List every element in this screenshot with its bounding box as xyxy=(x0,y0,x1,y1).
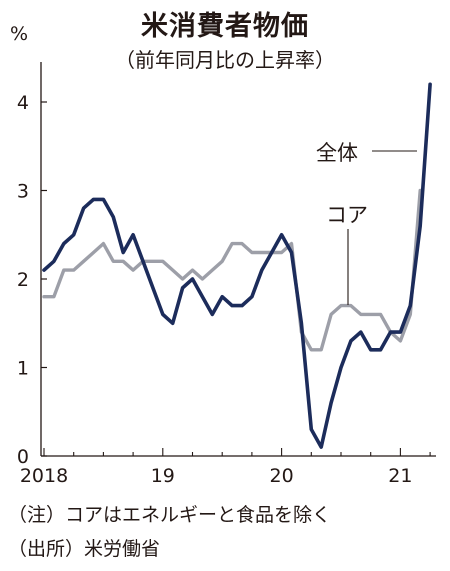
y-tick-label: 0 xyxy=(17,446,29,468)
series-line-core xyxy=(42,188,422,352)
chart-subtitle: （前年同月比の上昇率） xyxy=(115,48,335,72)
y-tick-label: 2 xyxy=(17,269,29,291)
x-tick-label: 20 xyxy=(270,465,294,487)
y-tick-label: 1 xyxy=(17,358,29,380)
chart-ticks: % 0 1 2 3 4 2018 19 20 21 xyxy=(10,23,431,487)
y-tick-label: 3 xyxy=(17,181,29,203)
x-tick-label: 19 xyxy=(151,465,175,487)
footnote-note: （注）コアはエネルギーと食品を除く xyxy=(8,504,332,526)
y-axis-unit-label: % xyxy=(10,23,28,45)
series-line-overall xyxy=(42,82,432,449)
x-tick-label: 2018 xyxy=(20,465,68,487)
chart-title: 米消費者物価 xyxy=(141,11,309,42)
footnote-source: （出所）米労働省 xyxy=(8,538,161,560)
chart-series xyxy=(42,82,432,449)
series-label-overall: 全体 xyxy=(316,141,358,165)
series-label-core: コア xyxy=(326,203,368,227)
x-tick-label: 21 xyxy=(388,465,412,487)
chart-axes xyxy=(40,62,436,457)
y-tick-label: 4 xyxy=(17,92,29,114)
